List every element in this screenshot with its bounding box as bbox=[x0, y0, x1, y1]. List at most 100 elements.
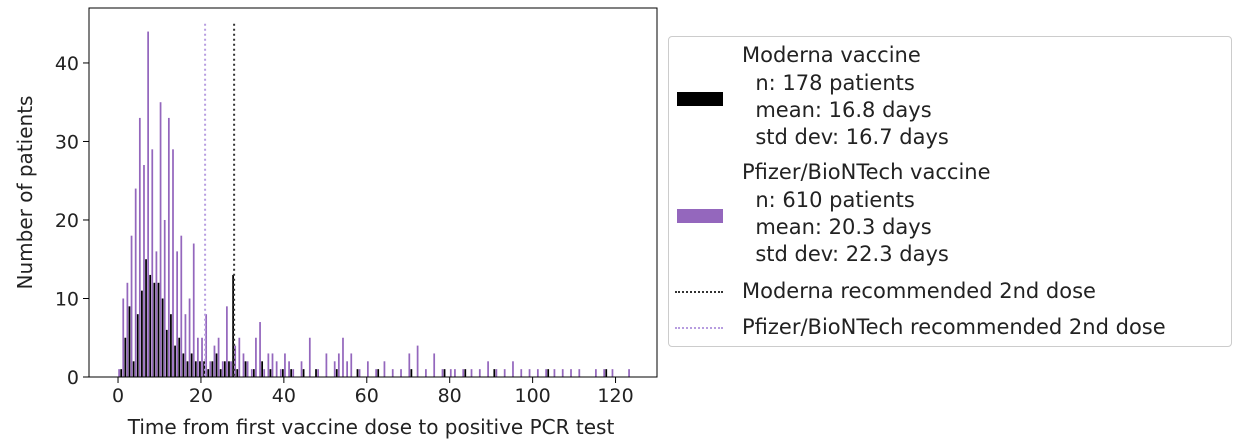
bar-pfizer-day-109 bbox=[570, 369, 572, 377]
x-tick-label-100: 100 bbox=[514, 385, 550, 407]
bar-pfizer-day-38 bbox=[275, 361, 278, 377]
bar-pfizer-day-99 bbox=[528, 369, 531, 377]
bar-pfizer-day-3 bbox=[130, 235, 133, 377]
x-tick-label-60: 60 bbox=[355, 385, 379, 407]
bar-pfizer-day-18 bbox=[192, 243, 195, 377]
legend-pfizer-n: n: 610 patients bbox=[742, 188, 915, 212]
legend-line-pfizer bbox=[675, 327, 723, 329]
bar-pfizer-day-64 bbox=[383, 361, 386, 377]
bar-moderna-day-26 bbox=[223, 361, 226, 377]
bar-pfizer-day-15 bbox=[180, 235, 183, 377]
bar-pfizer-day-105 bbox=[553, 369, 556, 377]
bar-moderna-day-9 bbox=[153, 282, 156, 377]
bar-pfizer-day-55 bbox=[346, 361, 348, 377]
bar-pfizer-day-54 bbox=[342, 337, 344, 377]
bar-moderna-day-31 bbox=[244, 361, 247, 377]
bar-pfizer-day-29 bbox=[238, 337, 241, 377]
bar-moderna-day-84 bbox=[464, 369, 467, 377]
bar-moderna-day-33 bbox=[252, 369, 255, 377]
bar-pfizer-day-13 bbox=[172, 149, 174, 377]
bar-moderna-day-3 bbox=[128, 306, 131, 377]
x-axis-label: Time from first vaccine dose to positive… bbox=[127, 415, 615, 439]
bar-moderna-day-58 bbox=[356, 369, 359, 377]
bar-moderna-day-2 bbox=[124, 337, 127, 377]
bar-pfizer-day-12 bbox=[167, 117, 170, 377]
y-axis-label: Number of patients bbox=[13, 96, 37, 290]
bar-pfizer-day-46 bbox=[308, 337, 311, 377]
bar-pfizer-day-80 bbox=[449, 369, 452, 377]
bar-pfizer-day-20 bbox=[201, 337, 203, 377]
bar-pfizer-day-85 bbox=[470, 369, 473, 377]
bar-pfizer-day-70 bbox=[408, 353, 411, 377]
bar-pfizer-day-4 bbox=[134, 188, 137, 377]
bar-pfizer-day-111 bbox=[578, 369, 581, 377]
bar-pfizer-day-117 bbox=[603, 369, 606, 377]
bar-pfizer-day-56 bbox=[350, 353, 353, 377]
legend-pfizer-line-label: Pfizer/BioNTech recommended 2nd dose bbox=[742, 315, 1166, 339]
bar-moderna-day-22 bbox=[207, 369, 210, 377]
bar-pfizer-day-16 bbox=[184, 314, 187, 377]
bar-moderna-day-37 bbox=[269, 369, 272, 377]
bar-moderna-day-40 bbox=[282, 369, 284, 377]
bar-pfizer-day-83 bbox=[462, 369, 465, 377]
bar-moderna-day-28 bbox=[232, 274, 234, 377]
legend-line-moderna bbox=[675, 291, 723, 293]
bar-moderna-day-23 bbox=[211, 361, 214, 377]
bar-pfizer-day-7 bbox=[147, 31, 149, 378]
bar-pfizer-day-19 bbox=[197, 337, 199, 377]
y-tick-label-10: 10 bbox=[55, 288, 79, 310]
legend-pfizer-mean: mean: 20.3 days bbox=[742, 215, 932, 239]
x-tick-label-20: 20 bbox=[189, 385, 213, 407]
bar-moderna-day-35 bbox=[261, 361, 264, 377]
x-tick-label-40: 40 bbox=[272, 385, 296, 407]
bar-moderna-day-27 bbox=[228, 361, 230, 377]
bar-pfizer-day-34 bbox=[259, 322, 261, 377]
legend-swatch-pfizer bbox=[677, 209, 723, 223]
bar-pfizer-day-81 bbox=[454, 369, 456, 377]
bar-moderna-day-1 bbox=[120, 369, 123, 377]
bar-pfizer-day-8 bbox=[151, 149, 154, 377]
x-tick-label-120: 120 bbox=[597, 385, 633, 407]
bar-moderna-day-91 bbox=[493, 369, 496, 377]
y-tick-label-0: 0 bbox=[67, 367, 79, 389]
bar-moderna-day-42 bbox=[290, 369, 293, 377]
bar-pfizer-day-2 bbox=[126, 282, 129, 377]
bar-moderna-day-4 bbox=[132, 361, 135, 377]
bar-pfizer-day-53 bbox=[337, 353, 340, 377]
x-tick-label-0: 0 bbox=[112, 385, 124, 407]
bar-pfizer-day-48 bbox=[317, 369, 319, 377]
x-tick-label-80: 80 bbox=[438, 385, 462, 407]
bar-moderna-day-12 bbox=[165, 329, 168, 377]
legend-moderna-line-label: Moderna recommended 2nd dose bbox=[742, 279, 1096, 303]
bar-moderna-day-29 bbox=[236, 369, 239, 377]
bar-pfizer-day-35 bbox=[263, 369, 266, 377]
bar-pfizer-day-78 bbox=[441, 369, 444, 377]
bar-moderna-day-7 bbox=[145, 259, 147, 377]
bar-moderna-day-14 bbox=[174, 345, 176, 377]
bar-pfizer-day-23 bbox=[213, 345, 216, 377]
legend-pfizer-title: Pfizer/BioNTech vaccine bbox=[742, 160, 991, 184]
bar-pfizer-day-97 bbox=[520, 369, 523, 377]
bar-pfizer-day-62 bbox=[375, 369, 378, 377]
legend-pfizer-std: std dev: 22.3 days bbox=[742, 242, 949, 266]
bar-moderna-day-19 bbox=[194, 361, 197, 377]
bar-moderna-day-63 bbox=[377, 369, 380, 377]
legend-moderna-mean: mean: 16.8 days bbox=[742, 98, 932, 122]
bar-pfizer-day-1 bbox=[122, 298, 125, 377]
bar-pfizer-day-5 bbox=[138, 117, 141, 377]
bar-moderna-day-45 bbox=[302, 369, 305, 377]
legend-moderna-std: std dev: 16.7 days bbox=[742, 125, 949, 149]
bar-pfizer-day-101 bbox=[536, 369, 539, 377]
bar-pfizer-day-115 bbox=[595, 369, 597, 377]
bar-pfizer-day-39 bbox=[279, 369, 282, 377]
bar-pfizer-day-9 bbox=[155, 251, 158, 377]
legend-swatch-moderna bbox=[677, 92, 723, 106]
bar-pfizer-day-33 bbox=[255, 337, 257, 377]
y-tick-label-30: 30 bbox=[55, 131, 79, 153]
bar-moderna-day-10 bbox=[157, 282, 160, 377]
legend: Moderna vaccine n: 178 patients mean: 16… bbox=[668, 36, 1232, 347]
bar-moderna-day-20 bbox=[199, 361, 201, 377]
bar-pfizer-day-27 bbox=[230, 361, 232, 377]
plot-frame bbox=[88, 7, 658, 378]
